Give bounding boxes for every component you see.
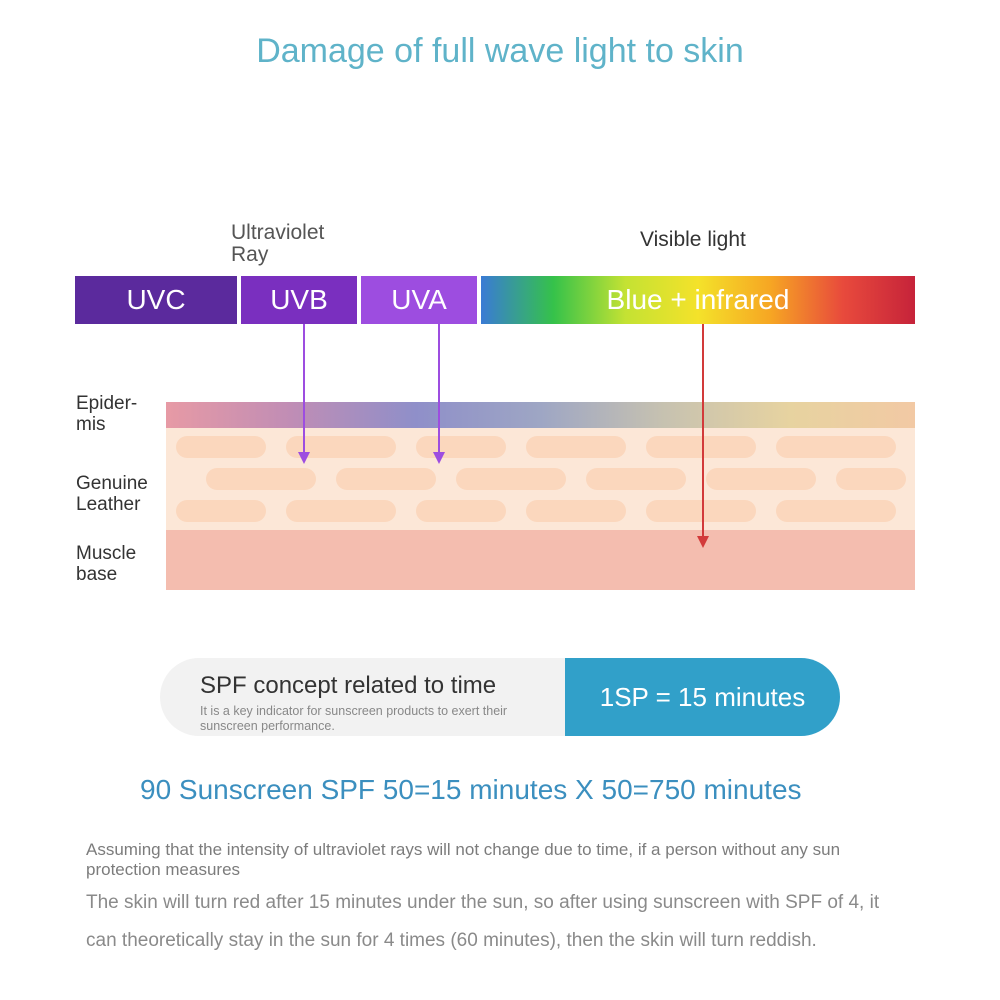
- spectrum-band-uvb: UVB: [241, 276, 357, 324]
- epidermis-layer: [166, 402, 915, 428]
- spectrum-band-visible: Blue + infrared: [481, 276, 915, 324]
- spf-formula: 90 Sunscreen SPF 50=15 minutes X 50=750 …: [140, 774, 802, 806]
- skin-layer-label: Epider-mis: [76, 394, 161, 436]
- dermis-layer: [166, 428, 915, 530]
- uv-label: Ultraviolet Ray: [231, 222, 321, 266]
- dermis-cell: [706, 468, 816, 490]
- dermis-cell: [416, 436, 506, 458]
- assumption-text: Assuming that the intensity of ultraviol…: [86, 840, 914, 880]
- spf-concept-subtitle: It is a key indicator for sunscreen prod…: [200, 704, 541, 734]
- skin-layer-label: Muscle base: [76, 544, 161, 586]
- dermis-cell: [586, 468, 686, 490]
- arrow-head-icon: [697, 536, 709, 548]
- arrow-head-icon: [298, 452, 310, 464]
- spectrum-band-uva: UVA: [361, 276, 477, 324]
- skin-layer-label: Genuine Leather: [76, 474, 161, 516]
- spf-info-pill: SPF concept related to time It is a key …: [160, 658, 840, 736]
- dermis-cell: [646, 436, 756, 458]
- dermis-cell: [776, 436, 896, 458]
- dermis-cell: [456, 468, 566, 490]
- dermis-cell: [526, 436, 626, 458]
- spectrum-bar: UVCUVBUVA Blue + infrared: [75, 276, 915, 324]
- explanation-text: The skin will turn red after 15 minutes …: [86, 884, 914, 960]
- visible-band-label: Blue + infrared: [607, 284, 790, 316]
- dermis-cell: [526, 500, 626, 522]
- penetration-arrow: [438, 324, 440, 454]
- spf-concept-panel: SPF concept related to time It is a key …: [160, 658, 565, 736]
- dermis-cell: [776, 500, 896, 522]
- dermis-cell: [206, 468, 316, 490]
- arrow-head-icon: [433, 452, 445, 464]
- spf-equation-panel: 1SP = 15 minutes: [565, 658, 840, 736]
- dermis-cell: [176, 436, 266, 458]
- dermis-cell: [416, 500, 506, 522]
- spectrum-band-uvc: UVC: [75, 276, 237, 324]
- visible-light-label: Visible light: [640, 228, 746, 252]
- dermis-cell: [286, 500, 396, 522]
- penetration-arrow: [303, 324, 305, 454]
- main-title: Damage of full wave light to skin: [0, 32, 1000, 71]
- dermis-cell: [836, 468, 906, 490]
- dermis-cell: [646, 500, 756, 522]
- dermis-cell: [176, 500, 266, 522]
- dermis-cell: [336, 468, 436, 490]
- penetration-arrow: [702, 324, 704, 538]
- muscle-layer: [166, 530, 915, 590]
- spf-concept-title: SPF concept related to time: [200, 672, 541, 700]
